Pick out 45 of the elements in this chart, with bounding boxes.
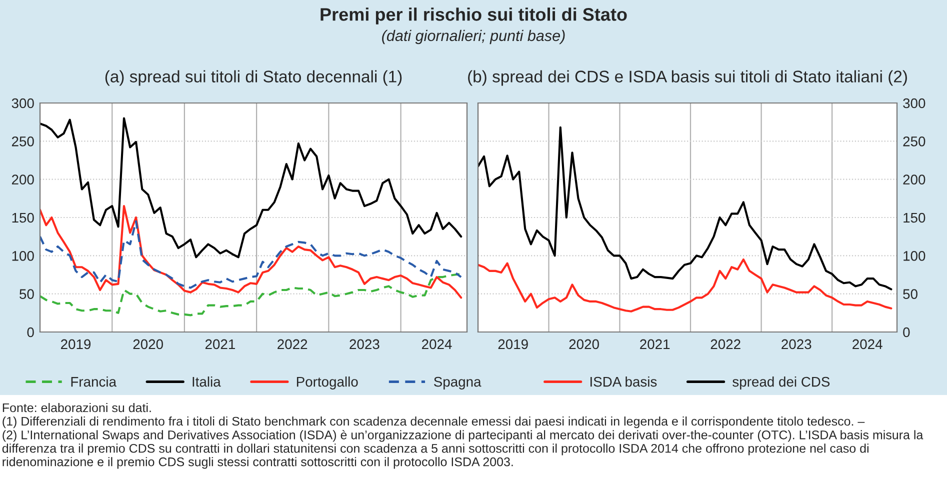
line-series <box>478 126 892 290</box>
y-tick-label: 150 <box>12 212 34 223</box>
legend-label: spread dei CDS <box>732 376 830 390</box>
x-tick-label: 2022 <box>710 339 740 350</box>
line-series <box>40 117 462 258</box>
x-tick-label: 2023 <box>782 339 812 350</box>
legend-label: Italia <box>192 376 221 387</box>
x-tick-label: 2019 <box>61 339 91 350</box>
y-tick-label: 200 <box>12 174 34 185</box>
legend-label: Francia <box>71 376 116 387</box>
text: Premi per il rischio sui titoli di Stato <box>320 8 627 24</box>
x-tick-label: 2021 <box>205 339 235 350</box>
text: (2) L’International Swaps and Derivatives Association (ISDA) è un’organizzazione di partecipanti al mercato dei derivati over-the-counter (OTC). L’ISDA basis misura la differenza tra il premio CDS su contratti in dollari statunitensi con scadenza a 5 anni sottoscritti con il protocollo ISDA 2014 che offrono protezione nel caso di ridenominazione e il premio CDS sugli stessi contratti sottoscritti con il protocollo ISDA 2003. <box>2 430 924 469</box>
text: (1) Differenziali di rendimento fra i titoli di Stato benchmark con scadenza decennale emessi dai paesi indicati in legenda e il corrispondente titolo tedesco. – <box>2 416 865 428</box>
y2-tick-label: 0 <box>903 327 910 338</box>
chart-title: (b) spread dei CDS e ISDA basis sui titoli di Stato italiani (2) <box>468 70 907 86</box>
line-series <box>40 220 462 289</box>
x-tick-label: 2019 <box>498 339 528 350</box>
legend-label: ISDA basis <box>590 376 657 387</box>
x-tick-label: 2020 <box>569 339 599 350</box>
x-tick-label: 2022 <box>278 339 308 350</box>
x-tick-label: 2020 <box>133 339 163 350</box>
y-tick-label: 300 <box>12 98 34 108</box>
line-series <box>40 205 462 299</box>
x-tick-label: 2024 <box>422 339 452 350</box>
y-tick-label: 0 <box>27 327 34 338</box>
y-tick-label: 100 <box>12 251 34 261</box>
x-tick-label: 2024 <box>852 339 882 350</box>
y2-tick-label: 300 <box>903 98 926 108</box>
legend-label: Spagna <box>434 376 482 390</box>
source-note: Fonte: elaborazioni su dati. <box>2 403 151 412</box>
chart-title: (a) spread sui titoli di Stato decennali (1) <box>105 70 402 86</box>
y2-tick-label: 100 <box>904 251 926 261</box>
x-tick-label: 2021 <box>640 339 670 350</box>
x-tick-label: 2023 <box>350 339 380 350</box>
line-series <box>478 258 892 312</box>
y-tick-label: 50 <box>20 289 34 300</box>
y2-tick-label: 200 <box>903 174 926 185</box>
text: (dati giornalieri; punti base) <box>382 30 565 44</box>
y-tick-label: 250 <box>12 136 34 146</box>
legend-label: Portogallo <box>296 376 358 390</box>
y2-tick-label: 50 <box>903 289 918 300</box>
y2-tick-label: 250 <box>903 136 926 146</box>
line-series <box>40 272 462 316</box>
y2-tick-label: 150 <box>904 212 926 223</box>
